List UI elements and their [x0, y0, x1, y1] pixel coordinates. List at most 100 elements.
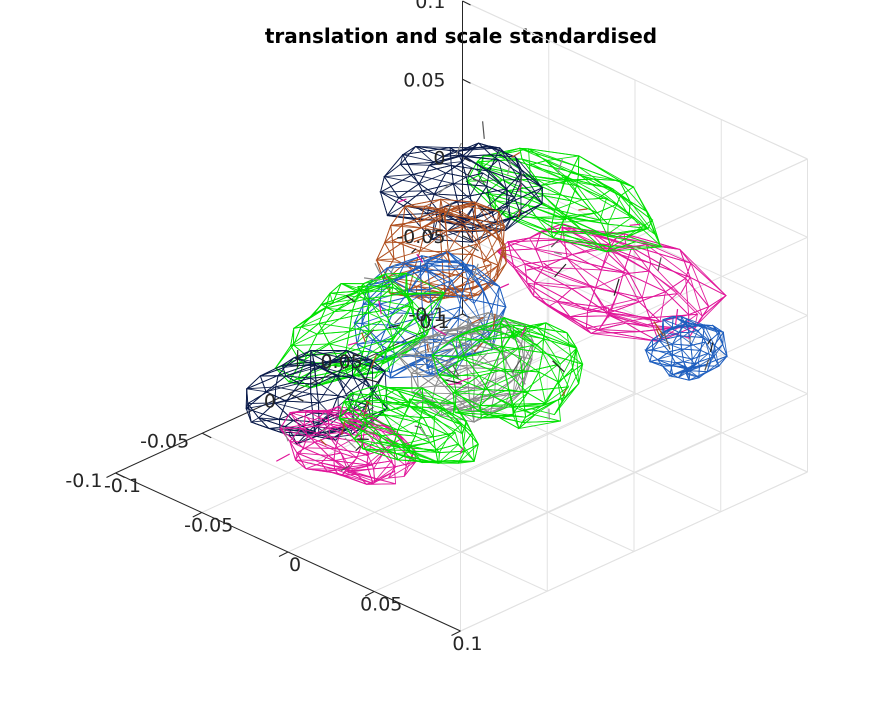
mesh-triangle	[315, 309, 354, 335]
displacement-arrow	[613, 278, 620, 296]
x-tick-label: 0	[289, 554, 301, 576]
displacement-arrow	[414, 425, 422, 429]
displacement-arrow	[655, 328, 662, 339]
displacement-arrow	[475, 352, 489, 366]
displacement-arrow	[447, 382, 461, 386]
displacement-arrow	[346, 295, 355, 303]
displacement-arrow	[517, 184, 523, 192]
grid-line	[462, 0, 808, 160]
displacement-arrow	[471, 316, 484, 324]
displacement-arrow	[344, 437, 357, 449]
displacement-arrow	[445, 249, 451, 263]
displacement-arrow	[394, 314, 404, 324]
z-tick-label: -0.1	[408, 304, 445, 326]
displacement-arrow	[355, 445, 361, 452]
y-tick-label: 0.05	[320, 351, 362, 373]
mesh-triangle	[648, 262, 691, 296]
z-tick	[462, 0, 471, 6]
mesh-triangle	[379, 153, 414, 193]
x-tick	[192, 512, 202, 518]
displacement-arrow	[629, 223, 641, 226]
displacement-arrow	[440, 214, 444, 224]
displacement-arrow	[709, 342, 714, 353]
displacement-arrow	[362, 377, 380, 383]
mesh-triangle	[685, 322, 700, 333]
mesh-triangle	[528, 148, 580, 174]
mesh-triangle	[512, 332, 539, 349]
z-tick	[462, 235, 471, 241]
displacement-arrow	[663, 332, 671, 350]
displacement-arrow	[374, 262, 382, 275]
displacement-arrow	[467, 167, 473, 176]
mesh-triangle	[246, 366, 287, 390]
displacement-arrow	[552, 360, 565, 373]
displacement-arrow	[419, 427, 430, 441]
displacement-arrow	[707, 338, 712, 345]
displacement-arrow	[445, 202, 453, 218]
mesh-triangle	[383, 146, 417, 178]
displacement-arrow	[653, 321, 664, 337]
displacement-arrow	[520, 326, 527, 338]
grid-line	[375, 353, 721, 513]
displacement-arrow	[370, 354, 377, 369]
chart-title: translation and scale standardised	[265, 24, 657, 48]
displacement-arrow	[363, 277, 380, 281]
displacement-arrow	[425, 313, 434, 316]
displacement-arrow	[322, 428, 332, 437]
mesh-triangle	[408, 404, 435, 419]
mesh-triangle	[348, 420, 375, 437]
displacement-arrow	[361, 332, 366, 343]
displacement-arrow	[389, 263, 397, 275]
displacement-arrow	[432, 326, 447, 336]
displacement-arrow	[467, 244, 479, 252]
displacement-arrow	[340, 465, 350, 472]
displacement-arrow	[482, 121, 485, 139]
displacement-arrow	[426, 343, 429, 352]
mesh-triangle	[461, 162, 485, 178]
grid-line	[460, 315, 808, 475]
displacement-arrow	[507, 159, 512, 175]
displacement-arrow	[306, 416, 315, 426]
displacement-arrow	[457, 377, 472, 383]
displacement-arrow	[472, 178, 487, 183]
displacement-arrow	[471, 263, 479, 281]
wireframe-mesh	[245, 121, 728, 485]
displacement-arrow	[416, 253, 424, 263]
displacement-arrow	[347, 341, 358, 346]
displacement-arrow	[362, 406, 374, 414]
displacement-arrow	[437, 182, 452, 196]
displacement-arrow	[578, 208, 588, 211]
mesh-triangle	[351, 293, 374, 311]
mesh-triangle	[623, 246, 687, 293]
displacement-arrow	[411, 248, 417, 254]
mesh-segment	[644, 315, 728, 381]
mesh-segment	[431, 316, 584, 430]
mesh-triangle	[565, 175, 609, 201]
displacement-arrow	[492, 313, 496, 330]
displacement-arrow	[517, 209, 521, 218]
x-tick-label: -0.1	[104, 475, 141, 497]
displacement-arrow	[473, 342, 484, 353]
z-tick-label: 0.05	[403, 69, 445, 91]
displacement-arrow	[397, 198, 407, 203]
mesh-triangle	[300, 302, 333, 328]
displacement-arrow	[455, 142, 462, 156]
displacement-arrow	[561, 388, 567, 397]
displacement-arrows	[276, 121, 714, 472]
displacement-arrow	[704, 359, 710, 371]
y-tick-label: 0	[264, 391, 276, 413]
mesh-triangle	[444, 210, 465, 232]
displacement-arrow	[459, 447, 464, 455]
displacement-arrow	[688, 336, 692, 344]
displacement-arrow	[452, 365, 460, 377]
grid-line	[460, 236, 808, 397]
displacement-arrow	[413, 237, 423, 243]
displacement-arrow	[364, 329, 375, 339]
x-tick	[278, 551, 289, 557]
mesh-segment	[378, 142, 544, 244]
x-tick-label: -0.05	[184, 515, 233, 537]
y-tick-label: -0.05	[140, 430, 189, 452]
displacement-arrow	[553, 251, 562, 256]
displacement-arrow	[445, 367, 460, 380]
y-tick	[202, 432, 212, 439]
